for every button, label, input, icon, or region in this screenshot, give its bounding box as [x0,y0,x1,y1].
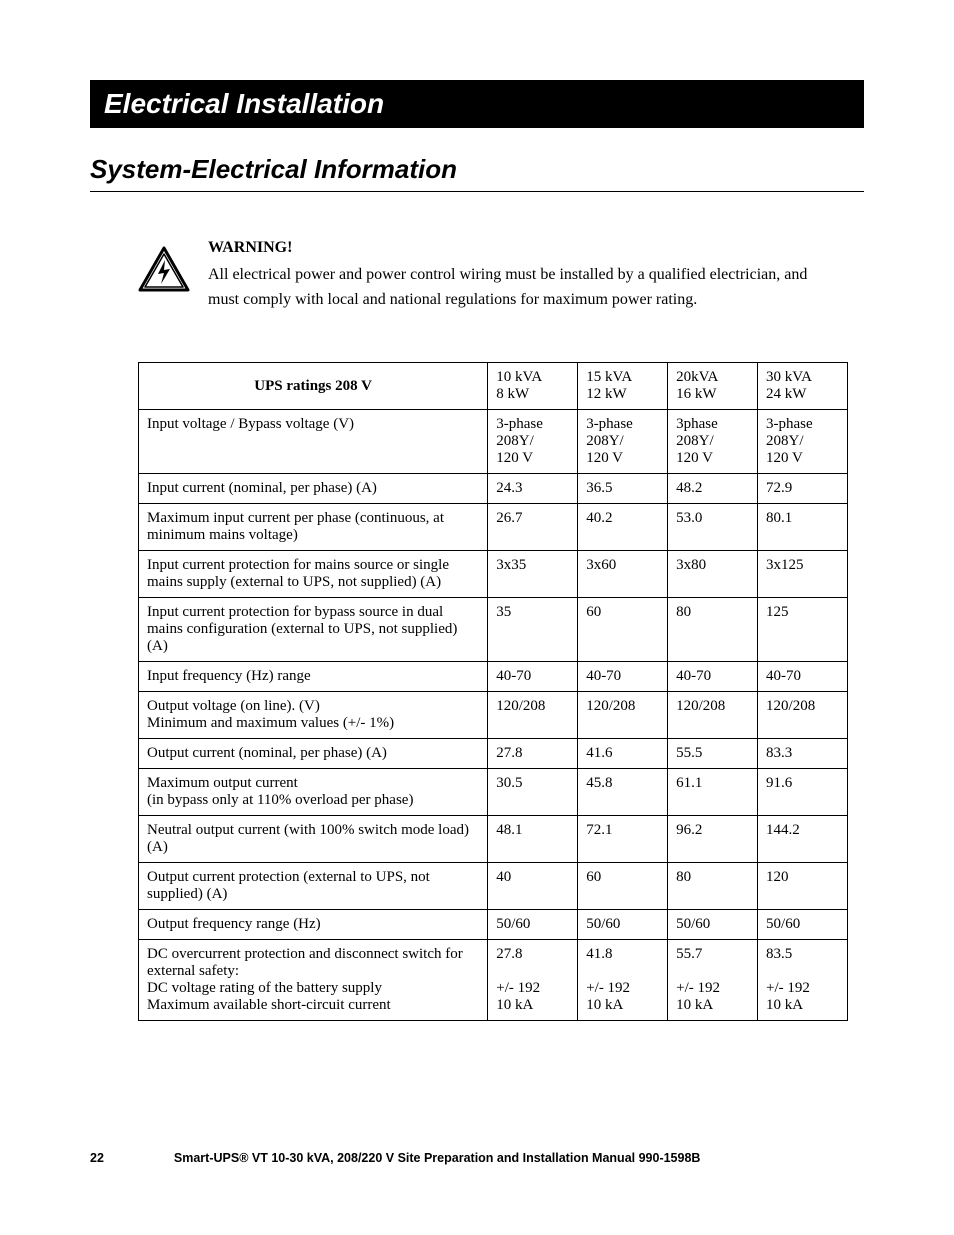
value-cell: 48.1 [488,816,578,863]
value-cell: 50/60 [758,910,848,940]
value-cell: 3x80 [668,551,758,598]
param-cell: Output frequency range (Hz) [139,910,488,940]
value-cell: 40.2 [578,504,668,551]
table-col-2: 20kVA 16 kW [668,363,758,410]
value-cell: 3x35 [488,551,578,598]
table-row: Input frequency (Hz) range40-7040-7040-7… [139,662,848,692]
value-cell: 40-70 [488,662,578,692]
warning-block: WARNING! All electrical power and power … [138,236,840,312]
value-cell: 120/208 [578,692,668,739]
value-cell: 83.3 [758,739,848,769]
value-cell: 27.8 +/- 192 10 kA [488,940,578,1021]
warning-body: All electrical power and power control w… [208,266,807,308]
table-row: Output current (nominal, per phase) (A)2… [139,739,848,769]
value-cell: 3phase 208Y/ 120 V [668,410,758,474]
value-cell: 96.2 [668,816,758,863]
value-cell: 120/208 [488,692,578,739]
value-cell: 55.5 [668,739,758,769]
warning-text: WARNING! All electrical power and power … [208,236,840,312]
param-cell: Input current protection for bypass sour… [139,598,488,662]
value-cell: 83.5 +/- 192 10 kA [758,940,848,1021]
param-cell: Input voltage / Bypass voltage (V) [139,410,488,474]
value-cell: 26.7 [488,504,578,551]
value-cell: 35 [488,598,578,662]
param-cell: Input frequency (Hz) range [139,662,488,692]
param-cell: Maximum output current (in bypass only a… [139,769,488,816]
warning-heading: WARNING! [208,236,840,261]
value-cell: 125 [758,598,848,662]
value-cell: 30.5 [488,769,578,816]
value-cell: 3x60 [578,551,668,598]
value-cell: 3-phase 208Y/ 120 V [758,410,848,474]
value-cell: 41.6 [578,739,668,769]
page-footer: 22 Smart-UPS® VT 10-30 kVA, 208/220 V Si… [90,1151,864,1165]
value-cell: 50/60 [668,910,758,940]
param-cell: Output current (nominal, per phase) (A) [139,739,488,769]
table-row: Output current protection (external to U… [139,863,848,910]
value-cell: 120/208 [668,692,758,739]
param-cell: Input current (nominal, per phase) (A) [139,474,488,504]
table-row: Input current (nominal, per phase) (A)24… [139,474,848,504]
page-title: Electrical Installation [104,88,384,119]
value-cell: 72.9 [758,474,848,504]
table-row: Output frequency range (Hz)50/6050/6050/… [139,910,848,940]
value-cell: 80 [668,598,758,662]
value-cell: 24.3 [488,474,578,504]
value-cell: 3-phase 208Y/ 120 V [488,410,578,474]
value-cell: 91.6 [758,769,848,816]
param-cell: Maximum input current per phase (continu… [139,504,488,551]
table-row: Neutral output current (with 100% switch… [139,816,848,863]
value-cell: 80 [668,863,758,910]
table-row: Input current protection for mains sourc… [139,551,848,598]
value-cell: 36.5 [578,474,668,504]
value-cell: 144.2 [758,816,848,863]
value-cell: 45.8 [578,769,668,816]
value-cell: 40-70 [578,662,668,692]
value-cell: 50/60 [578,910,668,940]
value-cell: 72.1 [578,816,668,863]
value-cell: 48.2 [668,474,758,504]
table-row: Maximum input current per phase (continu… [139,504,848,551]
value-cell: 120/208 [758,692,848,739]
value-cell: 3x125 [758,551,848,598]
table-row: Input current protection for bypass sour… [139,598,848,662]
table-header-row: UPS ratings 208 V 10 kVA 8 kW 15 kVA 12 … [139,363,848,410]
value-cell: 27.8 [488,739,578,769]
table-col-0: 10 kVA 8 kW [488,363,578,410]
table-row: DC overcurrent protection and disconnect… [139,940,848,1021]
value-cell: 40-70 [668,662,758,692]
hazard-icon [138,236,190,297]
section-subtitle: System-Electrical Information [90,154,864,192]
value-cell: 3-phase 208Y/ 120 V [578,410,668,474]
value-cell: 41.8 +/- 192 10 kA [578,940,668,1021]
param-cell: Input current protection for mains sourc… [139,551,488,598]
table-col-3: 30 kVA 24 kW [758,363,848,410]
table-header-label: UPS ratings 208 V [139,363,488,410]
param-cell: Output current protection (external to U… [139,863,488,910]
value-cell: 80.1 [758,504,848,551]
param-cell: DC overcurrent protection and disconnect… [139,940,488,1021]
table-col-1: 15 kVA 12 kW [578,363,668,410]
page-number: 22 [90,1151,104,1165]
value-cell: 60 [578,598,668,662]
param-cell: Neutral output current (with 100% switch… [139,816,488,863]
table-row: Output voltage (on line). (V) Minimum an… [139,692,848,739]
page-title-bar: Electrical Installation [90,80,864,128]
param-cell: Output voltage (on line). (V) Minimum an… [139,692,488,739]
value-cell: 61.1 [668,769,758,816]
spec-table: UPS ratings 208 V 10 kVA 8 kW 15 kVA 12 … [138,362,848,1021]
value-cell: 40 [488,863,578,910]
table-row: Input voltage / Bypass voltage (V)3-phas… [139,410,848,474]
value-cell: 50/60 [488,910,578,940]
value-cell: 60 [578,863,668,910]
value-cell: 55.7 +/- 192 10 kA [668,940,758,1021]
table-row: Maximum output current (in bypass only a… [139,769,848,816]
document-page: Electrical Installation System-Electrica… [0,0,954,1215]
value-cell: 53.0 [668,504,758,551]
value-cell: 120 [758,863,848,910]
value-cell: 40-70 [758,662,848,692]
footer-doc-title: Smart-UPS® VT 10-30 kVA, 208/220 V Site … [174,1151,701,1165]
